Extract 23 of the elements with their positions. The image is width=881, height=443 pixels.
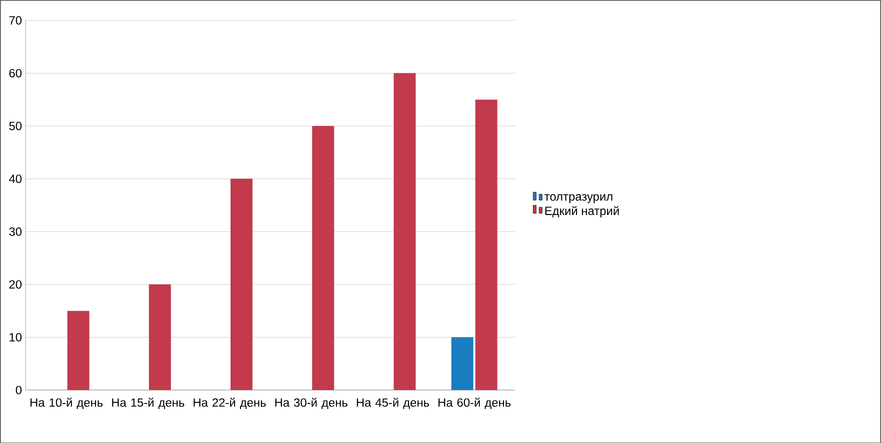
x-tick-label: На 10-й день [30, 398, 103, 409]
x-tick-label: На 22-й день [194, 398, 266, 409]
bar [475, 99, 498, 390]
y-tick-label: 40 [9, 174, 22, 183]
y-tick-label: 60 [9, 68, 22, 78]
bar [67, 310, 90, 390]
legend-label: Едкий натрий [545, 206, 619, 218]
bar [451, 337, 474, 390]
y-tick-label: 20 [9, 280, 22, 288]
y-tick-label: 30 [9, 227, 22, 236]
y-tick-label: 0 [16, 386, 22, 394]
bar [230, 178, 253, 390]
x-tick-label: На 30-й день [275, 398, 348, 409]
bar [312, 126, 334, 390]
y-tick-label: 70 [9, 16, 22, 24]
bar [394, 72, 416, 390]
x-tick-label: На 15-й день [112, 398, 184, 409]
legend-label: толтразурил [544, 194, 612, 203]
y-tick-label: 50 [9, 122, 22, 130]
x-tick-label: На 45-й день [356, 398, 429, 409]
y-tick-label: 10 [10, 332, 22, 342]
x-tick-label: На 60-й день [438, 398, 511, 409]
bar [148, 284, 171, 390]
